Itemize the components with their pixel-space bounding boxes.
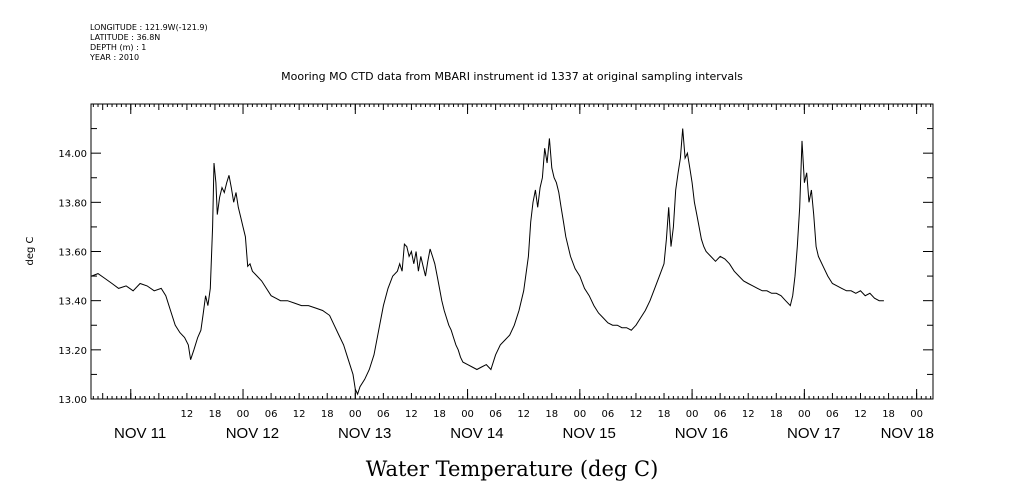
x-hour-label: 12 <box>181 409 194 420</box>
y-tick-label: 13.60 <box>58 248 87 259</box>
y-axis: 13.00 13.20 13.40 13.60 13.80 14.00 <box>58 103 933 406</box>
x-hour-label: 18 <box>770 409 783 420</box>
x-axis-label: Water Temperature (deg C) <box>366 457 659 481</box>
x-hour-label: 18 <box>882 409 895 420</box>
plot-frame <box>90 103 934 400</box>
x-day-label: NOV 17 <box>787 425 840 442</box>
x-hour-label: 12 <box>854 409 867 420</box>
x-hour-label: 06 <box>377 409 390 420</box>
x-hour-label: 00 <box>349 409 362 420</box>
x-hour-label: 12 <box>742 409 755 420</box>
x-day-label: NOV 12 <box>226 425 279 442</box>
year-text: YEAR : 2010 <box>89 53 139 62</box>
x-hour-label: 00 <box>573 409 586 420</box>
x-hour-label: 06 <box>826 409 839 420</box>
y-tick-label: 14.00 <box>58 149 87 160</box>
x-day-label: NOV 13 <box>338 425 391 442</box>
x-hour-label: 12 <box>517 409 530 420</box>
x-day-label: NOV 11 <box>114 425 166 442</box>
y-tick-label: 13.80 <box>58 198 87 209</box>
x-axis: 12 18 00 06 12 18 00 06 12 18 00 06 12 18 00 06 12 18 00 06… <box>92 104 934 442</box>
x-hour-label: 00 <box>686 409 699 420</box>
latitude-text: LATITUDE : 36.8N <box>90 33 160 42</box>
x-hour-label: 06 <box>602 409 615 420</box>
x-hour-label: 18 <box>658 409 671 420</box>
x-hour-label: 12 <box>293 409 306 420</box>
x-day-label: NOV 15 <box>563 425 616 442</box>
longitude-text: LONGITUDE : 121.9W(-121.9) <box>90 23 208 32</box>
x-hour-label: 06 <box>714 409 727 420</box>
x-hour-label: 00 <box>798 409 811 420</box>
x-hour-label: 18 <box>321 409 334 420</box>
y-tick-label: 13.40 <box>58 297 87 308</box>
x-day-label: NOV 14 <box>450 425 503 442</box>
x-hour-label: 06 <box>265 409 278 420</box>
y-tick-label: 13.20 <box>58 346 87 357</box>
y-tick-label: 13.00 <box>58 395 87 406</box>
water-temperature-line <box>91 128 884 396</box>
x-hour-label: 00 <box>910 409 923 420</box>
y-axis-label: deg C <box>25 236 36 265</box>
x-hour-label: 18 <box>209 409 222 420</box>
x-hour-label: 12 <box>405 409 418 420</box>
x-hour-label: 18 <box>433 409 446 420</box>
chart-title: Mooring MO CTD data from MBARI instrumen… <box>281 70 743 83</box>
x-hour-label: 18 <box>545 409 558 420</box>
x-hour-label: 12 <box>630 409 643 420</box>
depth-text: DEPTH (m) : 1 <box>90 43 146 52</box>
x-day-label: NOV 18 <box>881 425 934 442</box>
x-hour-label: 00 <box>237 409 250 420</box>
x-day-label: NOV 16 <box>675 425 728 442</box>
x-hour-label: 06 <box>489 409 502 420</box>
x-hour-label: 00 <box>461 409 474 420</box>
